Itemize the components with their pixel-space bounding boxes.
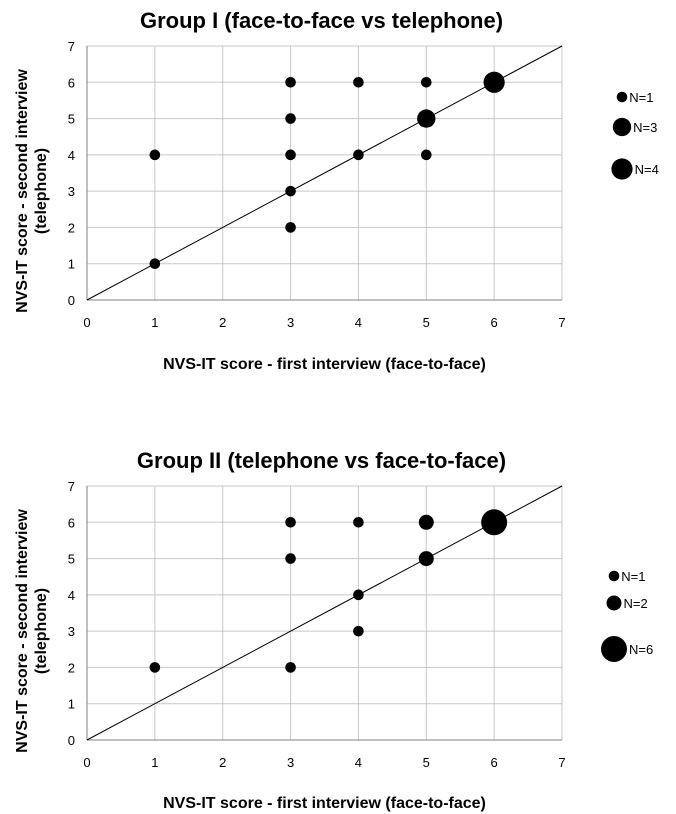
chart2-x-tick-label: 6	[491, 755, 498, 770]
chart2-y-axis-title: NVS-IT score - second interview (telephon…	[14, 509, 50, 753]
chart2-data-point	[353, 516, 364, 528]
chart1-data-point	[420, 149, 432, 161]
chart1-x-tick-label: 2	[219, 315, 226, 330]
chart2-y-tick-label: 3	[68, 624, 75, 639]
chart1-legend-marker	[612, 117, 632, 137]
chart1-y-tick-label: 7	[68, 39, 75, 54]
chart2-data-point	[285, 516, 296, 528]
chart2-legend-marker	[608, 570, 620, 582]
chart2-y-tick-label: 1	[68, 697, 75, 712]
chart1-data-point	[417, 109, 436, 128]
chart1-identity-line	[86, 45, 563, 301]
chart1-legend-label: N=3	[633, 120, 657, 135]
chart2-legend-marker	[601, 636, 627, 662]
chart1-title: Group I (face-to-face vs telephone)	[140, 8, 503, 33]
chart2-data-point	[418, 514, 434, 530]
chart2-data-point	[353, 625, 364, 637]
chart2-data-point	[149, 662, 161, 673]
chart2-y-tick-label: 6	[68, 515, 75, 530]
chart1-legend-label: N=1	[629, 90, 653, 105]
chart2-legend-label: N=2	[623, 596, 647, 611]
chart2-x-tick-label: 0	[83, 755, 90, 770]
chart2-y-tick-label: 5	[68, 552, 75, 567]
chart1-y-tick-label: 4	[68, 148, 75, 163]
chart2-legend-label: N=6	[629, 642, 653, 657]
chart1-data-point	[149, 258, 161, 270]
chart1-data-point	[285, 149, 296, 161]
chart2-x-axis-title: NVS-IT score - first interview (face-to-…	[163, 795, 486, 812]
chart1-x-tick-label: 7	[558, 315, 565, 330]
chart1-y-tick-label: 2	[68, 220, 75, 235]
chart1-legend-marker	[616, 91, 628, 103]
chart1-data-point	[285, 113, 296, 124]
chart1-x-tick-label: 1	[151, 315, 158, 330]
chart2-x-tick-label: 3	[287, 755, 294, 770]
chart1-legend-label: N=4	[635, 162, 659, 177]
chart1-data-point	[483, 71, 505, 93]
chart2-x-tick-label: 2	[219, 755, 226, 770]
chart1-data-point	[285, 76, 296, 88]
chart2-data-point	[353, 589, 364, 601]
chart1-data-point	[353, 149, 364, 161]
chart2-x-tick-label: 4	[355, 755, 362, 770]
chart2-data-point	[418, 551, 434, 567]
chart2-legend-marker	[606, 595, 622, 611]
chart1-x-axis-title: NVS-IT score - first interview (face-to-…	[163, 356, 486, 373]
chart2-data-point	[481, 509, 508, 536]
chart2-data-point	[285, 553, 296, 564]
chart2-x-tick-label: 7	[558, 755, 565, 770]
chart2-x-tick-label: 1	[151, 755, 158, 770]
chart1-legend-marker	[611, 158, 633, 180]
chart2-y-tick-label: 0	[68, 733, 75, 748]
chart1-y-tick-label: 5	[68, 112, 75, 127]
chart1-x-tick-label: 5	[423, 315, 430, 330]
chart2-y-tick-label: 2	[68, 660, 75, 675]
chart1-x-tick-label: 3	[287, 315, 294, 330]
chart2-y-tick-label: 4	[68, 588, 75, 603]
chart1-y-tick-label: 3	[68, 184, 75, 199]
chart2-x-tick-label: 5	[423, 755, 430, 770]
chart1-x-tick-label: 0	[83, 315, 90, 330]
chart1-x-tick-label: 6	[491, 315, 498, 330]
chart1-y-axis-title: NVS-IT score - second interview (telephon…	[14, 69, 50, 313]
chart2-data-point	[285, 662, 296, 673]
chart1-data-point	[285, 185, 296, 197]
chart2-title: Group II (telephone vs face-to-face)	[137, 448, 506, 473]
chart1-y-tick-label: 6	[68, 75, 75, 90]
chart1-data-point	[353, 76, 364, 88]
chart1-data-point	[285, 222, 296, 233]
chart1-data-point	[420, 76, 432, 88]
chart1-y-tick-label: 0	[68, 293, 75, 308]
chart1-x-tick-label: 4	[355, 315, 362, 330]
chart2-y-tick-label: 7	[68, 479, 75, 494]
chart1-y-tick-label: 1	[68, 257, 75, 272]
chart1-data-point	[149, 149, 161, 161]
chart2-legend-label: N=1	[621, 569, 645, 584]
